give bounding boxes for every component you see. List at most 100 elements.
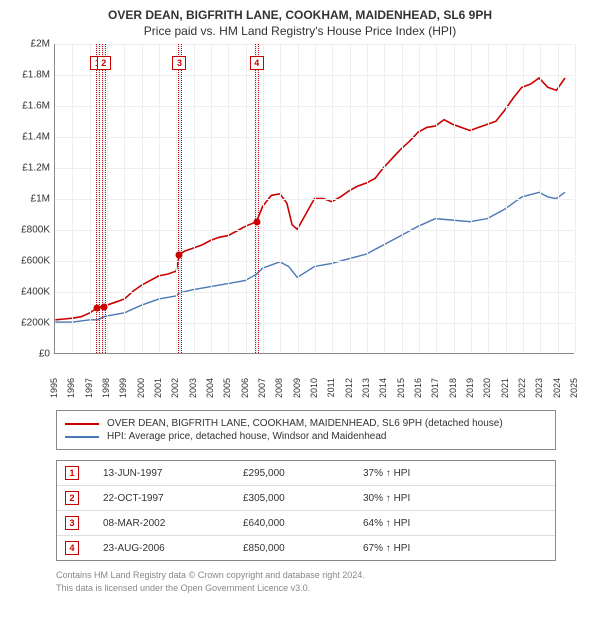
gridline-v xyxy=(367,44,368,353)
footer: Contains HM Land Registry data © Crown c… xyxy=(56,569,586,594)
y-tick-label: £1M xyxy=(31,194,50,205)
sales-row-delta: 30% ↑ HPI xyxy=(363,493,483,504)
sale-marker-badge: 4 xyxy=(250,56,264,70)
gridline-v xyxy=(506,44,507,353)
sales-row: 2 22-OCT-1997£305,00030% ↑ HPI xyxy=(57,485,555,510)
gridline-v xyxy=(298,44,299,353)
plot-area: 1234 xyxy=(54,44,574,354)
gridline-v xyxy=(540,44,541,353)
sales-row: 113-JUN-1997£295,00037% ↑ HPI xyxy=(57,461,555,485)
legend-row-hpi: HPI: Average price, detached house, Wind… xyxy=(65,430,547,443)
sales-row-date: 22-OCT-1997 xyxy=(103,493,243,504)
sales-row-date: 23-AUG-2006 xyxy=(103,543,243,554)
y-tick-label: £1.8M xyxy=(22,70,50,81)
y-tick-label: £1.4M xyxy=(22,132,50,143)
legend: OVER DEAN, BIGFRITH LANE, COOKHAM, MAIDE… xyxy=(56,410,556,450)
sales-row-delta: 37% ↑ HPI xyxy=(363,468,483,479)
gridline-v xyxy=(159,44,160,353)
gridline-v xyxy=(194,44,195,353)
sales-row-price: £305,000 xyxy=(243,493,363,504)
sales-row-delta: 67% ↑ HPI xyxy=(363,543,483,554)
sale-marker-line xyxy=(181,44,182,353)
gridline-v xyxy=(575,44,576,353)
x-tick-label: 2023 xyxy=(534,378,544,398)
sales-row-badge: 4 xyxy=(65,541,79,555)
gridline-v xyxy=(419,44,420,353)
sales-row: 4 23-AUG-2006£850,00067% ↑ HPI xyxy=(57,535,555,560)
sale-data-point xyxy=(253,219,260,226)
x-tick-label: 2018 xyxy=(448,378,458,398)
gridline-v xyxy=(72,44,73,353)
y-axis-labels: £0£200K£400K£600K£800K£1M£1.2M£1.4M£1.6M… xyxy=(14,44,54,354)
chart-container: OVER DEAN, BIGFRITH LANE, COOKHAM, MAIDE… xyxy=(0,0,600,620)
x-tick-label: 1998 xyxy=(101,378,111,398)
legend-label-hpi: HPI: Average price, detached house, Wind… xyxy=(107,431,386,442)
y-tick-label: £2M xyxy=(31,39,50,50)
title-address: OVER DEAN, BIGFRITH LANE, COOKHAM, MAIDE… xyxy=(14,8,586,22)
sales-row-badge: 1 xyxy=(65,466,79,480)
y-tick-label: £400K xyxy=(21,287,50,298)
title-subtitle: Price paid vs. HM Land Registry's House … xyxy=(14,24,586,38)
sales-row: 308-MAR-2002£640,00064% ↑ HPI xyxy=(57,510,555,535)
legend-swatch-hpi xyxy=(65,436,99,438)
sale-marker-line xyxy=(178,44,179,353)
y-tick-label: £600K xyxy=(21,256,50,267)
gridline-v xyxy=(436,44,437,353)
gridline-v xyxy=(124,44,125,353)
gridline-v xyxy=(488,44,489,353)
x-tick-label: 1997 xyxy=(84,378,94,398)
sales-row-price: £295,000 xyxy=(243,468,363,479)
x-tick-label: 2004 xyxy=(205,378,215,398)
y-tick-label: £800K xyxy=(21,225,50,236)
chart-area: £0£200K£400K£600K£800K£1M£1.2M£1.4M£1.6M… xyxy=(14,44,574,374)
sales-row-badge: 3 xyxy=(65,516,79,530)
gridline-v xyxy=(263,44,264,353)
y-tick-label: £0 xyxy=(39,349,50,360)
sale-marker-line xyxy=(258,44,259,353)
y-tick-label: £1.2M xyxy=(22,163,50,174)
title-block: OVER DEAN, BIGFRITH LANE, COOKHAM, MAIDE… xyxy=(14,8,586,38)
x-tick-label: 1999 xyxy=(118,378,128,398)
sales-row-price: £850,000 xyxy=(243,543,363,554)
sale-marker-line xyxy=(255,44,256,353)
gridline-v xyxy=(332,44,333,353)
x-axis-labels: 1995199619971998199920002001200220032004… xyxy=(54,354,574,384)
legend-swatch-property xyxy=(65,423,99,425)
x-tick-label: 2016 xyxy=(413,378,423,398)
gridline-v xyxy=(523,44,524,353)
x-tick-label: 2007 xyxy=(257,378,267,398)
sales-row-badge: 2 xyxy=(65,491,79,505)
x-tick-label: 1996 xyxy=(66,378,76,398)
x-tick-label: 2009 xyxy=(292,378,302,398)
x-tick-label: 2020 xyxy=(482,378,492,398)
legend-label-property: OVER DEAN, BIGFRITH LANE, COOKHAM, MAIDE… xyxy=(107,418,503,429)
gridline-v xyxy=(246,44,247,353)
footer-line2: This data is licensed under the Open Gov… xyxy=(56,582,586,595)
x-tick-label: 2025 xyxy=(569,378,579,398)
gridline-v xyxy=(228,44,229,353)
x-tick-label: 2003 xyxy=(188,378,198,398)
sale-data-point xyxy=(176,251,183,258)
gridline-v xyxy=(558,44,559,353)
x-tick-label: 2000 xyxy=(136,378,146,398)
gridline-v xyxy=(90,44,91,353)
y-tick-label: £200K xyxy=(21,318,50,329)
gridline-v xyxy=(471,44,472,353)
x-tick-label: 2013 xyxy=(361,378,371,398)
legend-row-property: OVER DEAN, BIGFRITH LANE, COOKHAM, MAIDE… xyxy=(65,417,547,430)
gridline-v xyxy=(454,44,455,353)
sales-table: 113-JUN-1997£295,00037% ↑ HPI 2 22-OCT-199… xyxy=(56,460,556,561)
sale-marker-badge: 2 xyxy=(97,56,111,70)
x-tick-label: 2010 xyxy=(309,378,319,398)
sale-data-point xyxy=(100,303,107,310)
gridline-v xyxy=(280,44,281,353)
x-tick-label: 2024 xyxy=(552,378,562,398)
x-tick-label: 2017 xyxy=(430,378,440,398)
x-tick-label: 2022 xyxy=(517,378,527,398)
x-tick-label: 2008 xyxy=(274,378,284,398)
gridline-v xyxy=(402,44,403,353)
x-tick-label: 1995 xyxy=(49,378,59,398)
gridline-v xyxy=(350,44,351,353)
x-tick-label: 2002 xyxy=(170,378,180,398)
sales-row-delta: 64% ↑ HPI xyxy=(363,518,483,529)
